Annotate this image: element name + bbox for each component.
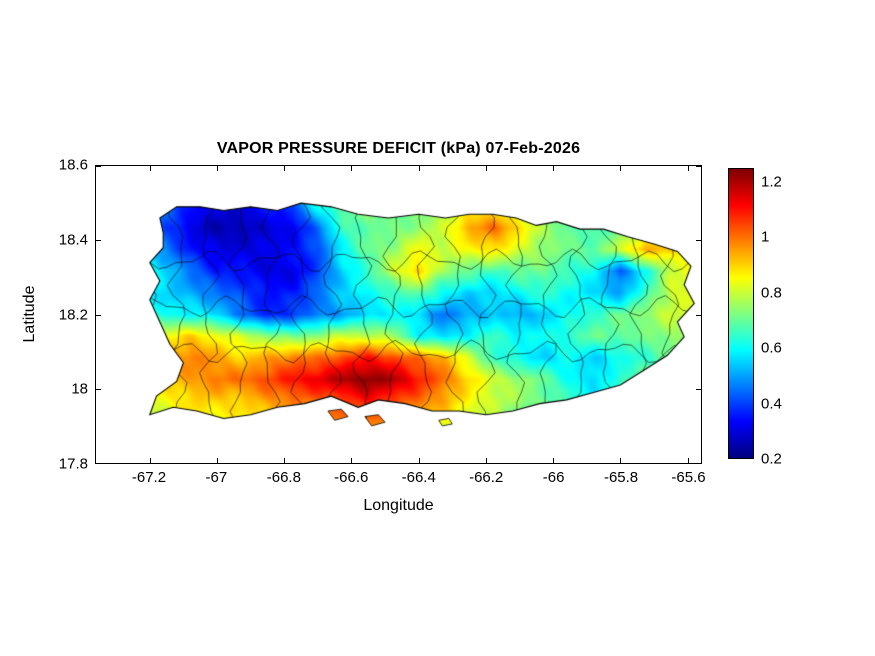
y-axis-label: Latitude [21,285,38,343]
y-axis-tick [696,463,701,464]
x-axis-tick [485,458,487,463]
x-axis-tick [351,458,353,463]
x-axis-tick [351,166,353,171]
x-tick-label: -66.8 [266,469,301,486]
x-tick-label: -66.6 [334,469,369,486]
x-axis-tick [485,166,487,171]
colorbar-tick-label: 1 [761,228,770,246]
colorbar-gradient-canvas [729,169,753,458]
x-axis-tick [620,166,622,171]
y-tick-label: 18.2 [58,306,88,323]
x-tick-label: -67.2 [131,469,167,486]
vpd-heatmap-canvas [96,166,701,463]
colorbar-tick-label: 0.2 [761,450,782,468]
colorbar-tick-label: 1.2 [761,173,782,191]
x-axis-tick [149,458,151,463]
y-tick-label: 18.6 [58,156,88,174]
x-tick-label: -66.2 [469,469,504,486]
colorbar-tick-label: 0.4 [761,395,782,413]
x-axis-tick [284,166,286,171]
x-axis-tick [553,166,555,171]
y-axis-tick [696,240,701,242]
x-tick-label: -66 [542,469,565,486]
colorbar [728,168,754,459]
x-axis-tick [553,458,555,463]
x-axis-tick [217,166,218,171]
colorbar-tick-label: 0.6 [761,339,782,357]
x-tick-label: -65.8 [603,469,639,486]
y-axis-tick [96,388,101,390]
chart-title: VAPOR PRESSURE DEFICIT (kPa) 07-Feb-2026 [216,140,581,157]
y-axis-tick [96,240,101,242]
x-axis-tick [217,458,218,463]
x-axis-tick [418,166,420,171]
y-axis: 18.6 18.4 18.2 18 17.8 [30,157,88,473]
y-tick-label: 18.4 [58,231,88,249]
x-tick-label: -66.4 [401,469,436,486]
y-axis-tick [696,314,701,316]
y-axis-tick [696,388,701,390]
colorbar-axis: 1.2 1 0.8 0.6 0.4 0.2 [761,168,805,467]
y-axis-tick [696,166,701,167]
y-axis-tick [96,314,101,316]
x-tick-label: -67 [205,469,228,486]
x-axis-tick [620,458,622,463]
x-tick-label: -65.6 [671,469,706,486]
y-axis-tick [96,463,101,464]
x-axis-tick [149,166,151,171]
plot-area [95,165,702,464]
y-axis-tick [96,166,101,167]
x-axis-tick [418,458,420,463]
x-axis-tick [284,458,286,463]
colorbar-tick-label: 0.8 [761,284,782,302]
x-axis: -67.2 -67 -66.8 -66.6 -66.4 -66.2 -66 -6… [95,469,706,489]
y-tick-label: 18 [71,380,88,398]
x-axis-label: Longitude [363,497,434,514]
x-axis-tick [687,166,689,171]
x-axis-tick [687,458,689,463]
y-tick-label: 17.8 [58,455,88,473]
